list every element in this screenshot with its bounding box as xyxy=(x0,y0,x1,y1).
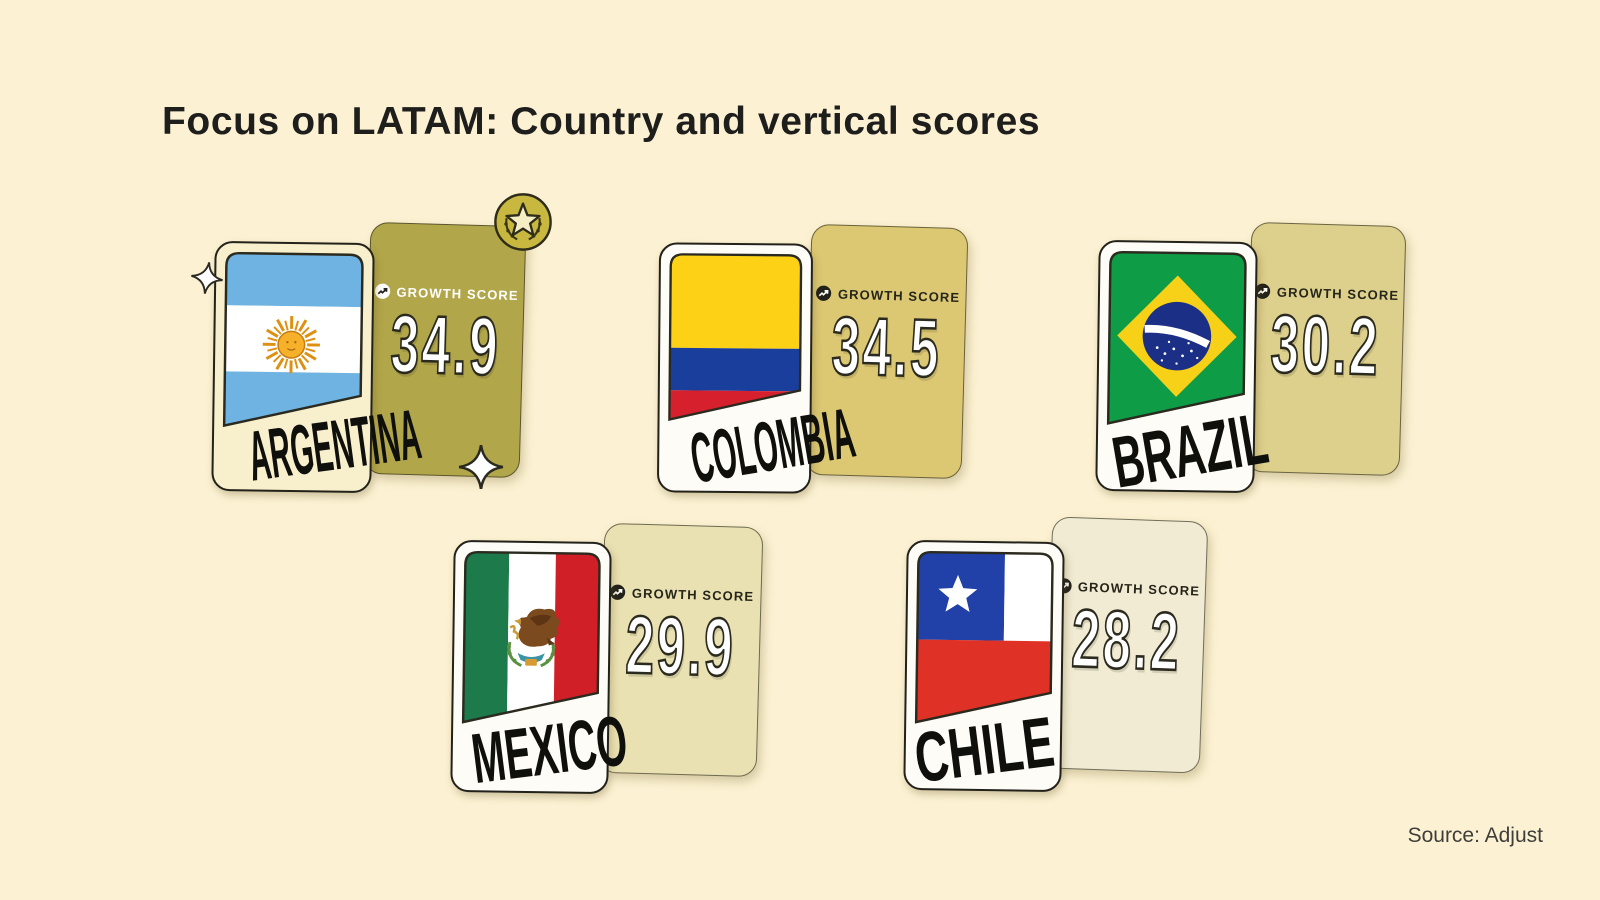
growth-score-label: GROWTH SCORE xyxy=(610,584,755,604)
brazil-flag-icon xyxy=(1106,250,1247,426)
trending-up-icon xyxy=(610,584,626,600)
trending-up-icon xyxy=(374,283,391,299)
flag-card-argentina: ARGENTINA xyxy=(211,240,426,497)
page-title: Focus on LATAM: Country and vertical sco… xyxy=(162,100,1041,143)
score-value: 29.9 xyxy=(624,597,738,694)
sparkle-icon xyxy=(191,262,223,294)
growth-score-label: GROWTH SCORE xyxy=(374,283,519,303)
flag-card-chile: CHILE xyxy=(903,539,1065,799)
mexico-flag-icon xyxy=(461,550,601,724)
score-value: 30.2 xyxy=(1269,296,1383,393)
score-card-colombia: GROWTH SCORE 34.5 xyxy=(804,223,969,480)
score-card-brazil: GROWTH SCORE 30.2 xyxy=(1244,221,1407,477)
source-credit: Source: Adjust xyxy=(1407,824,1543,847)
growth-score-label: GROWTH SCORE xyxy=(1255,283,1400,303)
country-name: COLOMBIA xyxy=(685,393,861,499)
score-value: 34.5 xyxy=(830,298,944,395)
score-card-chile: GROWTH SCORE 28.2 xyxy=(1043,516,1209,774)
flag-card-mexico: MEXICO xyxy=(450,539,632,799)
chile-flag-icon xyxy=(914,550,1054,724)
medal-star-icon xyxy=(494,193,552,251)
country-name: MEXICO xyxy=(467,700,632,799)
sparkle-icon xyxy=(458,444,504,490)
colombia-flag-icon xyxy=(668,253,803,422)
trending-up-icon xyxy=(816,285,832,301)
argentina-flag-icon xyxy=(222,251,364,428)
score-card-mexico: GROWTH SCORE 29.9 xyxy=(597,522,764,778)
score-value: 34.9 xyxy=(388,296,502,393)
score-value: 28.2 xyxy=(1069,591,1183,689)
trending-up-icon xyxy=(1255,283,1271,299)
country-name: BRAZIL xyxy=(1106,397,1274,504)
flag-card-brazil: BRAZIL xyxy=(1095,239,1274,504)
country-name: ARGENTINA xyxy=(243,394,426,497)
flag-card-colombia: COLOMBIA xyxy=(656,242,861,499)
country-name: CHILE xyxy=(910,702,1059,799)
growth-score-label: GROWTH SCORE xyxy=(816,285,961,305)
score-card-argentina: GROWTH SCORE 34.9 xyxy=(363,221,527,479)
